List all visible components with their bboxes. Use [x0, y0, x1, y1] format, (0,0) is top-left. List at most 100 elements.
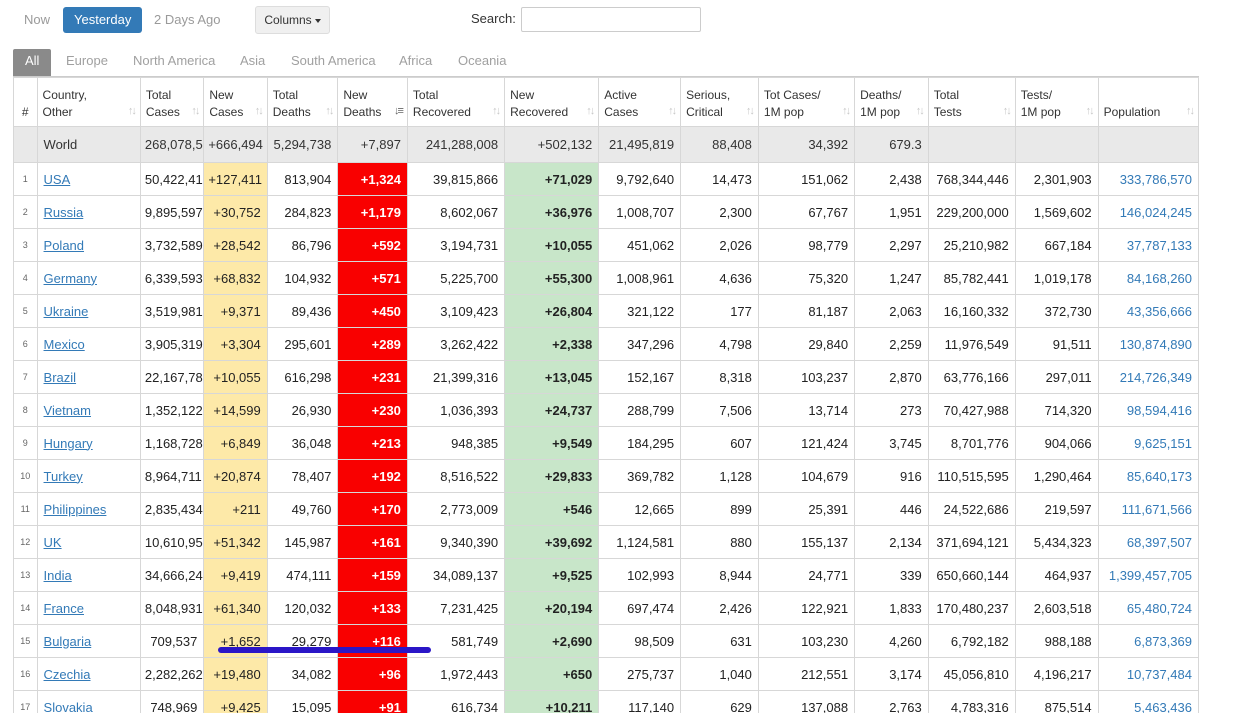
tab-africa[interactable]: Africa — [399, 53, 433, 68]
country-link[interactable]: Czechia — [43, 666, 91, 682]
cell-num: 2 — [13, 195, 38, 229]
cell-new-deaths: +96 — [337, 657, 408, 691]
cell-deaths-per-m: 1,951 — [854, 195, 929, 229]
header-active-cases[interactable]: Active Cases ↑↓ — [598, 77, 682, 127]
cell-tests-per-m: 4,196,217 — [1014, 657, 1099, 691]
cell-total-cases: 2,282,262 — [139, 657, 205, 691]
tab-europe[interactable]: Europe — [66, 53, 108, 68]
country-link[interactable]: Russia — [43, 204, 84, 220]
cell-deaths-per-m: 2,870 — [854, 360, 929, 394]
country-link[interactable]: Philippines — [43, 501, 107, 517]
cell-active-cases: 275,737 — [598, 657, 682, 691]
header-total-recovered[interactable]: Total Recovered ↑↓ — [406, 77, 506, 127]
cell-total-cases: 6,339,593 — [139, 261, 205, 295]
cell-total-cases: 2,835,434 — [139, 492, 205, 526]
cell-num: 10 — [13, 459, 38, 493]
search-input[interactable] — [521, 7, 701, 32]
cell-country: Philippines — [36, 492, 141, 526]
cell-deaths-per-m: 2,763 — [854, 690, 929, 713]
sort-arrows-icon[interactable]: ↑↓ — [745, 105, 755, 117]
cell-tests-per-m: 464,937 — [1014, 558, 1099, 592]
sort-arrows-icon[interactable]: ↑↓ — [915, 105, 925, 117]
header-critical[interactable]: Serious, Critical ↑↓ — [680, 77, 759, 127]
sort-arrows-icon[interactable]: ↑↓ — [254, 105, 264, 117]
country-link[interactable]: Poland — [43, 237, 85, 253]
cell-num: 11 — [13, 492, 38, 526]
header-total-cases[interactable]: Total Cases ↑↓ — [139, 77, 205, 127]
country-link[interactable]: Brazil — [43, 369, 77, 385]
cell-new-deaths: +450 — [337, 294, 408, 328]
cell-critical: 1,040 — [680, 657, 759, 691]
sort-arrows-icon[interactable]: ↓≡ — [394, 105, 404, 117]
cell-total-deaths: 284,823 — [266, 195, 339, 229]
country-link[interactable]: UK — [43, 534, 62, 550]
cell-country: Mexico — [36, 327, 141, 361]
cell-tests-per-m: 5,434,323 — [1014, 525, 1099, 559]
header-total-deaths[interactable]: Total Deaths ↑↓ — [266, 77, 339, 127]
sort-arrows-icon[interactable]: ↑↓ — [586, 105, 595, 117]
sort-arrows-icon[interactable]: ↑↓ — [492, 105, 501, 117]
region-tabs: All Europe North America Asia South Amer… — [13, 49, 1199, 76]
cell-tests-per-m: 91,511 — [1014, 327, 1099, 361]
tab-asia[interactable]: Asia — [240, 53, 266, 68]
sort-arrows-icon[interactable]: ↑↓ — [1186, 105, 1195, 117]
tab-south-america[interactable]: South America — [291, 53, 376, 68]
sort-arrows-icon[interactable]: ↑↓ — [127, 105, 137, 117]
cell-total-deaths: 15,095 — [266, 690, 339, 713]
covid-table: # Country, Other ↑↓ Total Cases ↑↓ New Cases ↑↓ To… — [13, 77, 1199, 713]
header-country[interactable]: Country, Other ↑↓ — [36, 77, 141, 127]
country-link[interactable]: Ukraine — [43, 303, 89, 319]
cell-country: France — [36, 591, 141, 625]
tab-oceania[interactable]: Oceania — [458, 53, 507, 68]
table-row: 12 UK 10,610,958 +51,342 145,987 +161 9,340,39… — [13, 525, 1199, 559]
sort-arrows-icon[interactable]: ↑↓ — [1002, 105, 1012, 117]
header-population[interactable]: Population ↑↓ — [1097, 77, 1199, 127]
sort-arrows-icon[interactable]: ↑↓ — [842, 105, 851, 117]
country-link[interactable]: Bulgaria — [43, 633, 92, 649]
sort-arrows-icon[interactable]: ↑↓ — [325, 105, 334, 117]
header-tests-per-m[interactable]: Tests/1M pop ↑↓ — [1014, 77, 1099, 127]
cell-total-recovered: 1,036,393 — [406, 393, 506, 427]
cell-num: 7 — [13, 360, 38, 394]
country-link[interactable]: India — [43, 567, 72, 583]
sort-arrows-icon[interactable]: ↑↓ — [1085, 105, 1095, 117]
country-link[interactable]: Germany — [43, 270, 97, 286]
country-link[interactable]: Mexico — [43, 336, 85, 352]
header-new-cases[interactable]: New Cases ↑↓ — [203, 77, 268, 127]
cell-critical: 629 — [680, 690, 759, 713]
header-label-line1: New — [510, 88, 535, 102]
cell-cases-per-m: 122,921 — [757, 591, 856, 625]
cell-country: India — [36, 558, 141, 592]
country-link[interactable]: Hungary — [43, 435, 93, 451]
sort-arrows-icon[interactable]: ↑↓ — [668, 105, 677, 117]
country-link[interactable]: Slovakia — [43, 699, 93, 713]
header-label-line1: Deaths/ — [860, 88, 902, 102]
cell-population: 111,671,566 — [1097, 492, 1199, 526]
country-link[interactable]: France — [43, 600, 84, 616]
header-cases-per-m[interactable]: Tot Cases/1M pop ↑↓ — [757, 77, 856, 127]
cell-deaths-per-m: 3,745 — [854, 426, 929, 460]
header-total-tests[interactable]: Total Tests ↑↓ — [927, 77, 1016, 127]
day-2-days-ago-link[interactable]: 2 Days Ago — [154, 12, 221, 27]
country-link[interactable]: Turkey — [43, 468, 83, 484]
header-num[interactable]: # — [13, 77, 38, 127]
cell-critical: 14,473 — [680, 162, 759, 196]
cell-total-tests: 63,776,166 — [927, 360, 1016, 394]
header-new-recovered[interactable]: New Recovered ↑↓ — [504, 77, 600, 127]
cell-new-recovered: +20,194 — [504, 591, 600, 625]
country-link[interactable]: Vietnam — [43, 402, 91, 418]
header-deaths-per-m[interactable]: Deaths/1M pop ↑↓ — [854, 77, 929, 127]
header-label-line2: Tests — [933, 105, 962, 119]
sort-arrows-icon[interactable]: ↑↓ — [191, 105, 200, 117]
day-yesterday-button[interactable]: Yesterday — [63, 7, 143, 33]
columns-dropdown-button[interactable]: Columns — [255, 6, 330, 34]
header-label-line2: Deaths — [343, 105, 382, 119]
cell-population: 10,737,484 — [1097, 657, 1199, 691]
tab-all[interactable]: All — [13, 49, 52, 76]
tab-north-america[interactable]: North America — [133, 53, 216, 68]
cell-deaths-per-m: 339 — [854, 558, 929, 592]
cell-new-cases: +61,340 — [203, 591, 268, 625]
header-new-deaths[interactable]: New Deaths ↓≡ — [337, 77, 408, 127]
country-link[interactable]: USA — [43, 171, 71, 187]
day-now-link[interactable]: Now — [24, 12, 51, 27]
